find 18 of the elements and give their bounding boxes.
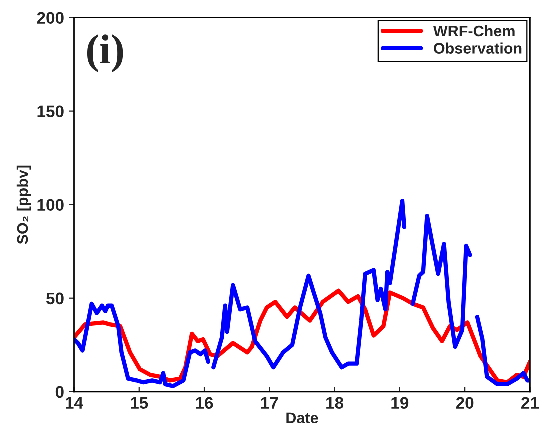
x-tick-label: 20 xyxy=(456,397,474,410)
x-tick-label: 17 xyxy=(261,397,278,409)
x-tick-label: 15 xyxy=(131,397,148,410)
legend-label: Observation xyxy=(434,42,522,54)
x-tick-label: 16 xyxy=(196,397,214,410)
x-tick-label: 19 xyxy=(392,397,409,410)
y-tick-label: 50 xyxy=(46,292,64,305)
y-tick-label: 200 xyxy=(37,12,64,24)
x-tick-label: 21 xyxy=(522,397,540,409)
annotation: (i) xyxy=(87,34,124,72)
y-tick-label: 100 xyxy=(38,199,64,212)
y-tick-label: 0 xyxy=(56,386,64,398)
legend-label: WRF-Chem xyxy=(433,25,515,37)
x-tick-label: 14 xyxy=(66,397,84,409)
x-tick-label: 18 xyxy=(326,397,344,410)
y-axis-title: SO₂ [ppbv] xyxy=(16,166,32,244)
y-tick-label: 150 xyxy=(38,106,64,118)
x-axis-title: Date xyxy=(286,412,318,424)
